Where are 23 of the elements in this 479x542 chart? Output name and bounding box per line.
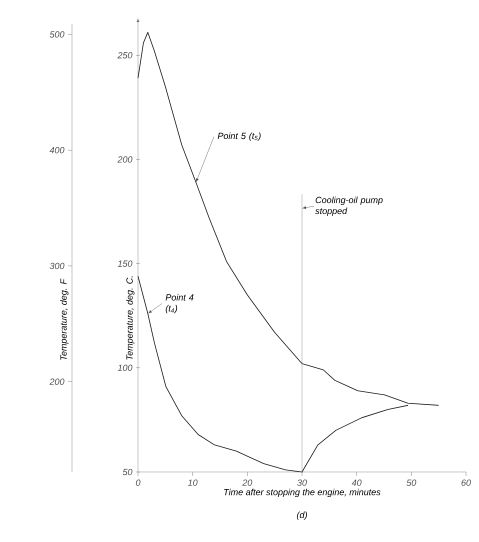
x-tick-label: 60 [462, 480, 471, 486]
text: (d) [296, 512, 307, 520]
x-tick-label: 0 [136, 480, 140, 486]
y-axis-title: Temperature, deg. C. [126, 276, 134, 360]
y2-tick-label: 200 [49, 378, 64, 385]
y-tick-label: 150 [118, 260, 132, 267]
y-tick-label: 50 [122, 468, 132, 476]
y2-axis-title: Temperature, deg. F [60, 278, 68, 360]
x-tick-label: 10 [188, 480, 198, 486]
y-tick-label: 100 [118, 364, 132, 371]
x-tick-label: 50 [406, 480, 416, 486]
ref-line-label: Cooling-oil pump stopped [315, 196, 383, 216]
y2-tick-label: 300 [50, 262, 64, 270]
y-tick-label: 250 [117, 52, 132, 58]
y-tick-label: 200 [117, 156, 132, 163]
y2-tick-label: 400 [50, 146, 64, 154]
x-tick-label: 40 [352, 480, 362, 486]
annotation: Point 5 (t$_{5}$) [218, 132, 261, 141]
x-tick-label: 30 [297, 480, 307, 486]
x-tick-label: 20 [242, 480, 252, 486]
annotation: Point 4 (t$_{4}$) [166, 294, 194, 314]
y2-tick-label: 500 [50, 31, 64, 38]
x-axis-title: Time after stopping the engine, minutes [224, 488, 380, 498]
